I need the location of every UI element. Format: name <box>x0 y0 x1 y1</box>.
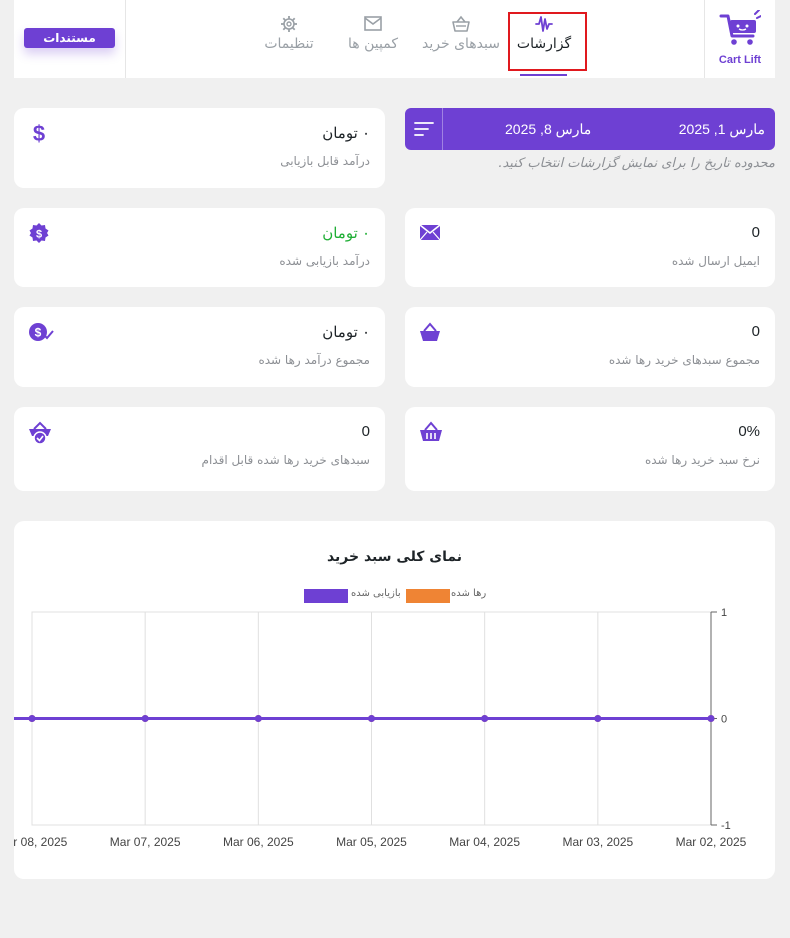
legend-label-abandoned[interactable]: رها شده <box>451 588 487 599</box>
svg-text:$: $ <box>36 229 42 241</box>
data-point <box>481 715 489 722</box>
card-label: مجموع سبدهای خرید رها شده <box>608 353 760 367</box>
card-value: 0 <box>361 423 370 440</box>
data-point <box>141 715 149 722</box>
date-end[interactable]: مارس 8, 2025 <box>505 121 592 137</box>
x-tick-label: Mar 05, 2025 <box>336 835 407 849</box>
chart-plot-area: 1 0 -1 Mar 02, 2025 Mar 03, 2025 Mar 04, 2025… <box>14 607 747 849</box>
gear-icon <box>258 14 320 34</box>
tab-abandoned-carts[interactable]: سبدهای خرید <box>412 14 510 52</box>
active-tab-indicator <box>520 74 567 76</box>
tab-settings[interactable]: تنظیمات <box>258 14 320 52</box>
card-label: مجموع درآمد رها شده <box>258 353 370 367</box>
svg-text:$: $ <box>33 122 45 144</box>
mail-icon <box>332 14 414 34</box>
logo-text: Cart Lift <box>718 54 762 66</box>
card-label: ایمیل ارسال شده <box>671 254 760 268</box>
card-value: 0 <box>751 323 760 340</box>
cart-logo-icon <box>719 9 762 45</box>
card-value: 0 <box>751 224 760 241</box>
card-value: ۰ تومان <box>322 225 370 242</box>
dollar-check-icon: $ <box>28 321 54 343</box>
basket-full-icon <box>419 421 442 443</box>
legend-swatch-recovered[interactable] <box>304 589 348 603</box>
basket-check-icon <box>28 421 51 445</box>
filter-lines-icon <box>413 122 434 136</box>
data-point <box>707 715 715 722</box>
tab-label: گزارشات <box>516 36 572 52</box>
legend-swatch-abandoned[interactable] <box>406 589 450 603</box>
date-range-picker[interactable]: مارس 8, 2025 مارس 1, 2025 <box>405 108 775 150</box>
tab-campaigns[interactable]: کمپین ها <box>332 14 414 52</box>
card-abandoned-revenue: $ ۰ تومان مجموع درآمد رها شده <box>14 307 385 387</box>
card-label: درآمد قابل بازیابی <box>280 154 370 168</box>
data-point <box>254 715 262 722</box>
activity-wave-icon <box>509 14 579 34</box>
x-tick-label: Mar 03, 2025 <box>562 835 633 849</box>
date-range-hint: محدوده تاریخ را برای نمایش گزارشات انتخا… <box>498 156 775 171</box>
top-navbar: مستندات تنظیمات کمپین ها سبدهای خرید گزا… <box>14 0 775 78</box>
card-recovered-revenue: $ ۰ تومان درآمد بازیابی شده <box>14 208 385 287</box>
card-value: ۰ تومان <box>322 125 370 142</box>
legend-label-recovered[interactable]: بازیابی شده <box>351 588 401 599</box>
cart-lift-logo[interactable]: Cart Lift <box>714 9 766 68</box>
x-tick-label: Mar 02, 2025 <box>676 835 747 849</box>
y-tick-label: 1 <box>721 607 727 619</box>
filter-button[interactable] <box>405 108 443 150</box>
dollar-icon: $ <box>28 121 50 146</box>
card-value: ۰ تومان <box>322 324 370 341</box>
chart-title: نمای کلی سبد خرید <box>326 549 463 565</box>
data-point <box>594 715 602 722</box>
card-label: سبدهای خرید رها شده قابل اقدام <box>201 453 370 467</box>
card-value: 0% <box>738 423 760 440</box>
shopping-basket-icon <box>412 14 510 34</box>
tab-label: کمپین ها <box>348 36 398 52</box>
y-tick-label: 0 <box>721 714 727 726</box>
tab-reports[interactable]: گزارشات <box>509 14 579 52</box>
svg-text:$: $ <box>35 326 42 340</box>
card-abandon-rate: 0% نرخ سبد خرید رها شده <box>405 407 775 491</box>
data-point <box>368 715 375 722</box>
card-label: نرخ سبد خرید رها شده <box>644 453 760 467</box>
card-recoverable-revenue: $ ۰ تومان درآمد قابل بازیابی <box>14 108 385 188</box>
cart-overview-chart: نمای کلی سبد خرید رها شده بازیابی شده 1 0… <box>14 521 775 879</box>
card-abandoned-carts: 0 مجموع سبدهای خرید رها شده <box>405 307 775 387</box>
header-divider <box>125 0 126 78</box>
basket-icon <box>419 321 441 343</box>
y-tick-label: -1 <box>721 820 731 832</box>
x-tick-label: Mar 08, 2025 <box>14 835 68 849</box>
envelope-icon <box>419 222 441 244</box>
documentation-button[interactable]: مستندات <box>24 28 115 48</box>
x-tick-label: Mar 06, 2025 <box>223 835 294 849</box>
card-actionable-carts: 0 سبدهای خرید رها شده قابل اقدام <box>14 407 385 491</box>
x-tick-label: Mar 07, 2025 <box>110 835 181 849</box>
card-label: درآمد بازیابی شده <box>279 254 370 268</box>
header-divider <box>704 0 705 78</box>
date-start[interactable]: مارس 1, 2025 <box>678 121 765 137</box>
card-emails-sent: 0 ایمیل ارسال شده <box>405 208 775 287</box>
selection-highlight <box>508 12 587 71</box>
tab-label: تنظیمات <box>264 36 314 52</box>
tab-label: سبدهای خرید <box>422 36 500 52</box>
x-tick-label: Mar 04, 2025 <box>449 835 520 849</box>
data-point <box>28 715 36 722</box>
dollar-badge-icon: $ <box>28 222 50 244</box>
